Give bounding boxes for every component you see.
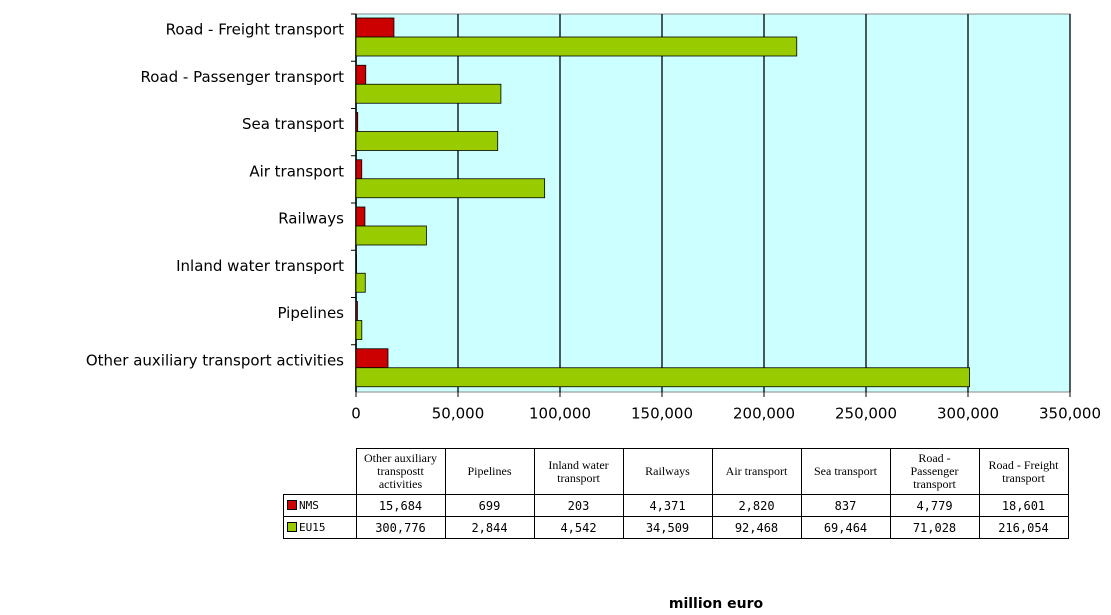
x-tick-label: 250,000 bbox=[835, 405, 897, 423]
y-tick-label: Inland water transport bbox=[176, 257, 344, 275]
bar bbox=[355, 83, 502, 104]
bar bbox=[355, 206, 366, 227]
legend-cell: EU15 bbox=[283, 516, 357, 539]
y-tick-label: Sea transport bbox=[242, 115, 344, 133]
value-cell: 71,028 bbox=[889, 516, 980, 539]
y-tick-label: Road - Freight transport bbox=[166, 21, 344, 39]
x-tick-label: 100,000 bbox=[529, 405, 591, 423]
value-cell: 34,509 bbox=[622, 516, 713, 539]
y-tick-label: Other auxiliary transport activities bbox=[86, 351, 344, 369]
legend-swatch bbox=[287, 522, 297, 532]
header-row: Other auxiliary transpostt activities Pip… bbox=[284, 448, 1069, 495]
y-tick-label: Pipelines bbox=[277, 304, 344, 322]
bar bbox=[355, 348, 389, 369]
x-tick-label: 300,000 bbox=[937, 405, 999, 423]
legend-swatch bbox=[287, 500, 297, 510]
x-tick-label: 350,000 bbox=[1039, 405, 1101, 423]
value-cell: 300,776 bbox=[355, 516, 446, 539]
column-header: Sea transport bbox=[800, 448, 891, 495]
value-cell: 699 bbox=[444, 494, 535, 517]
y-tick-label: Air transport bbox=[249, 162, 344, 180]
x-tick-label: 50,000 bbox=[432, 405, 485, 423]
column-header: Inland water transport bbox=[533, 448, 624, 495]
value-cell: 92,468 bbox=[711, 516, 802, 539]
value-cell: 4,371 bbox=[622, 494, 713, 517]
y-tick-label: Road - Passenger transport bbox=[140, 68, 344, 86]
value-cell: 69,464 bbox=[800, 516, 891, 539]
legend-label: NMS bbox=[299, 499, 319, 512]
value-cell: 2,820 bbox=[711, 494, 802, 517]
bar bbox=[355, 131, 499, 151]
bar bbox=[355, 159, 363, 180]
plot-area bbox=[355, 13, 1071, 393]
column-header: Pipelines bbox=[444, 448, 535, 495]
column-header: Road - Freight transport bbox=[978, 448, 1069, 495]
bar bbox=[355, 112, 359, 132]
value-cell: 216,054 bbox=[978, 516, 1069, 539]
column-header: Railways bbox=[622, 448, 713, 495]
bar bbox=[355, 272, 366, 293]
bar bbox=[355, 225, 427, 246]
data-row: EU15 300,776 2,844 4,542 34,509 92,468 69,464 7… bbox=[283, 516, 1069, 539]
x-axis-title: million euro bbox=[669, 596, 764, 612]
value-cell: 203 bbox=[533, 494, 624, 517]
column-header: Air transport bbox=[711, 448, 802, 495]
legend-label: EU15 bbox=[299, 521, 326, 534]
value-cell: 15,684 bbox=[355, 494, 446, 517]
value-cell: 18,601 bbox=[978, 494, 1069, 517]
value-cell: 837 bbox=[800, 494, 891, 517]
y-tick-label: Railways bbox=[278, 210, 344, 228]
bar bbox=[355, 64, 367, 85]
x-tick-label: 200,000 bbox=[733, 405, 795, 423]
column-header: Other auxiliary transpostt activities bbox=[355, 448, 446, 495]
value-cell: 4,542 bbox=[533, 516, 624, 539]
legend-cell: NMS bbox=[283, 494, 357, 517]
x-tick-label: 0 bbox=[351, 405, 361, 423]
data-row: NMS 15,684 699 203 4,371 2,820 837 4,779 18,601 bbox=[283, 494, 1069, 517]
corner bbox=[284, 449, 357, 495]
column-header: Road - Passenger transport bbox=[889, 448, 980, 495]
bar bbox=[355, 301, 358, 321]
bar bbox=[355, 178, 546, 199]
value-cell: 2,844 bbox=[444, 516, 535, 539]
data-table: Other auxiliary transpostt activities Pip… bbox=[283, 448, 1069, 539]
bar bbox=[355, 320, 363, 340]
bar bbox=[355, 36, 798, 57]
x-tick-label: 150,000 bbox=[631, 405, 693, 423]
bar bbox=[355, 367, 970, 388]
value-cell: 4,779 bbox=[889, 494, 980, 517]
bar bbox=[355, 17, 395, 38]
